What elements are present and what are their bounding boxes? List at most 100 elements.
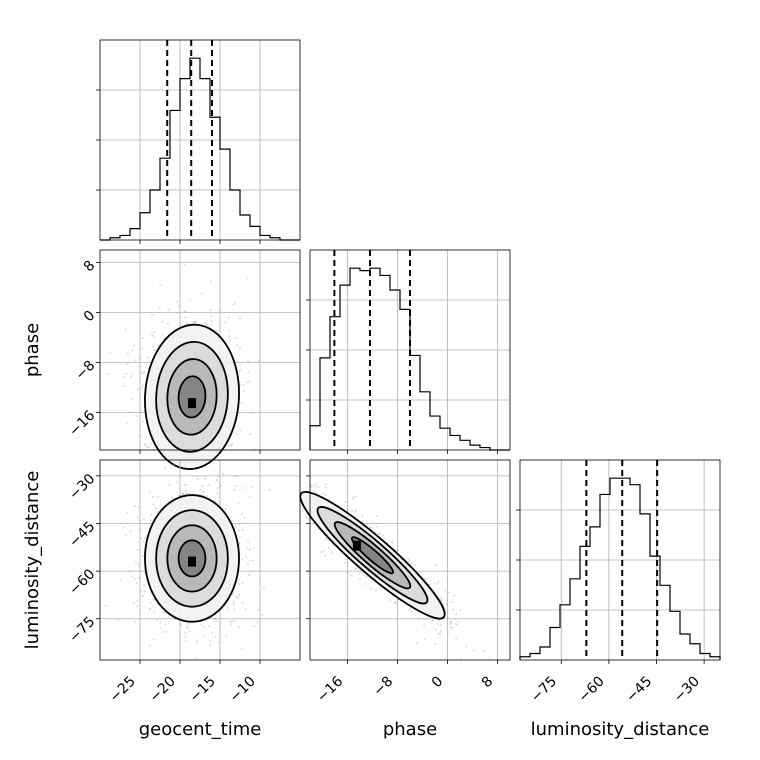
scatter-point	[246, 381, 249, 384]
scatter-point	[439, 630, 442, 633]
scatter-point	[233, 608, 236, 611]
density-contour	[333, 521, 412, 590]
scatter-point	[146, 446, 149, 449]
histogram-step-line	[100, 57, 300, 241]
scatter-point	[154, 507, 157, 510]
scatter-point	[425, 617, 428, 620]
x-tick-label: −45	[623, 674, 655, 706]
scatter-point	[149, 601, 152, 604]
scatter-point	[434, 642, 437, 645]
scatter-point	[158, 306, 161, 309]
y-tick-label: −45	[66, 519, 98, 551]
scatter-point	[136, 548, 139, 551]
scatter-point	[136, 516, 139, 519]
y-tick-label: −16	[66, 407, 98, 439]
scatter-point	[186, 625, 189, 628]
scatter-point	[129, 530, 132, 533]
scatter-point	[235, 336, 238, 339]
scatter-point	[125, 421, 128, 424]
panel-frame	[99, 249, 301, 451]
scatter-point	[182, 492, 185, 495]
scatter-point	[209, 280, 212, 283]
scatter-point	[215, 478, 218, 481]
scatter-point	[225, 603, 228, 606]
scatter-point	[324, 554, 327, 557]
y-axis-label-phase: phase	[22, 323, 43, 377]
scatter-point	[200, 292, 203, 295]
scatter-point	[460, 657, 463, 660]
scatter-point	[124, 534, 127, 537]
scatter-point	[188, 622, 191, 625]
scatter-point	[140, 387, 143, 390]
density-peak	[188, 398, 196, 409]
scatter-point	[136, 600, 139, 603]
density-contour	[299, 491, 446, 620]
scatter-point	[355, 495, 358, 498]
scatter-point	[156, 618, 159, 621]
scatter-point	[192, 467, 195, 470]
scatter-point	[177, 305, 180, 308]
scatter-point	[236, 344, 239, 347]
scatter-point	[390, 540, 393, 543]
scatter-point	[135, 415, 138, 418]
scatter-point	[375, 525, 378, 528]
scatter-point	[194, 321, 197, 324]
scatter-point	[258, 359, 261, 362]
scatter-point	[344, 558, 347, 561]
scatter-point	[410, 610, 413, 613]
scatter-point	[184, 309, 187, 312]
scatter-point	[184, 636, 187, 639]
scatter-point	[148, 491, 151, 494]
scatter-point	[104, 604, 107, 607]
scatter-point	[133, 620, 136, 623]
scatter-point	[126, 511, 129, 514]
scatter-point	[188, 629, 191, 632]
scatter-point	[151, 345, 154, 348]
scatter-point	[241, 512, 244, 515]
scatter-point	[233, 488, 236, 491]
scatter-point	[248, 548, 251, 551]
scatter-point	[374, 589, 377, 592]
scatter-point	[149, 608, 152, 611]
density-contour	[177, 375, 207, 419]
scatter-point	[440, 596, 443, 599]
scatter-point	[244, 608, 247, 611]
scatter-point	[157, 344, 160, 347]
y-tick-label: 8	[81, 258, 99, 276]
scatter-point	[242, 389, 245, 392]
density-contour	[155, 340, 229, 453]
scatter-point	[125, 373, 128, 376]
scatter-point	[164, 466, 167, 469]
scatter-point	[379, 588, 382, 591]
scatter-point	[344, 501, 347, 504]
scatter-point	[131, 349, 134, 352]
scatter-point	[167, 308, 170, 311]
scatter-point	[130, 373, 133, 376]
scatter-point	[247, 562, 250, 565]
scatter-point	[435, 564, 438, 567]
scatter-point	[447, 616, 450, 619]
histogram-panel-phase	[306, 249, 511, 454]
scatter-point	[192, 321, 195, 324]
scatter-point	[239, 347, 242, 350]
scatter-point	[446, 603, 449, 606]
scatter-point	[122, 384, 125, 387]
scatter-point	[130, 398, 133, 401]
scatter-point	[394, 601, 397, 604]
scatter-point	[202, 490, 205, 493]
scatter-point	[152, 638, 155, 641]
scatter-point	[246, 360, 249, 363]
scatter-point	[440, 599, 443, 602]
x-tick-label: 8	[479, 674, 497, 692]
scatter-point	[349, 574, 352, 577]
scatter-point	[414, 564, 417, 567]
scatter-point	[232, 600, 235, 603]
scatter-point	[236, 360, 239, 363]
scatter-point	[193, 320, 196, 323]
scatter-point	[214, 617, 217, 620]
scatter-point	[313, 485, 316, 488]
scatter-point	[141, 347, 144, 350]
scatter-point	[207, 624, 210, 627]
scatter-point	[327, 540, 330, 543]
x-tick-label: −30	[671, 674, 703, 706]
